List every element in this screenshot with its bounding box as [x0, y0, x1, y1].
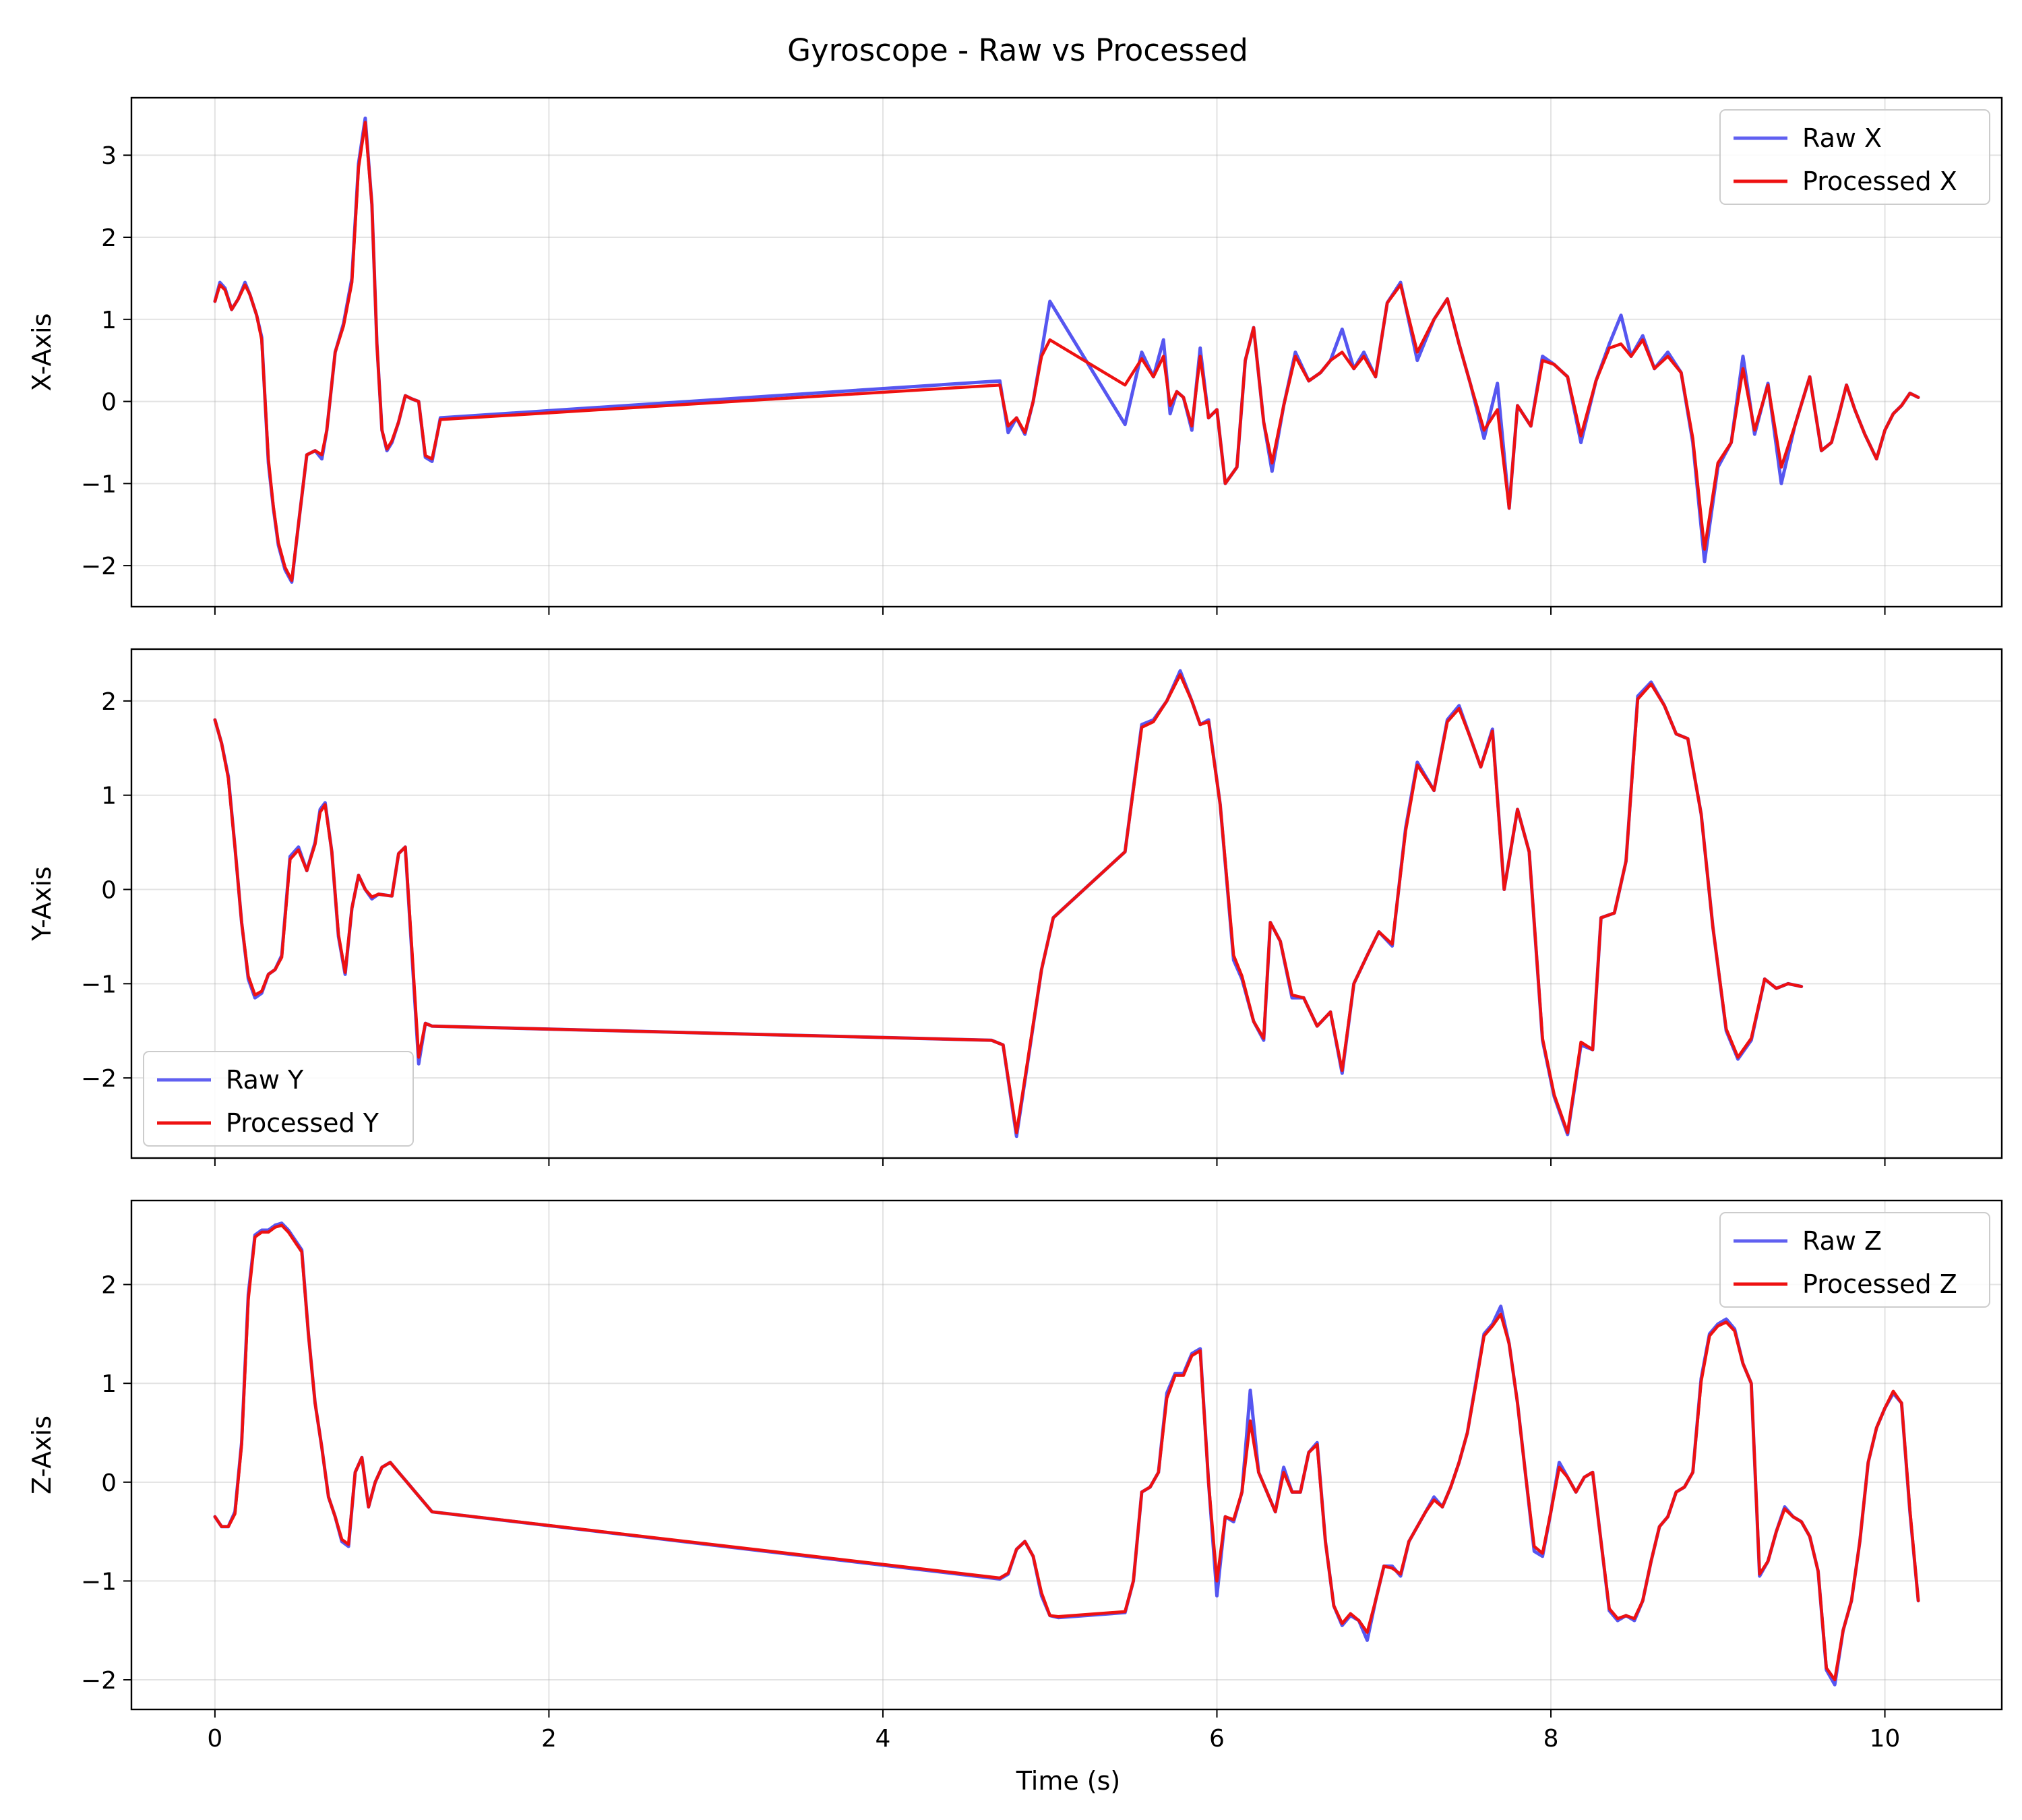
x-axis-label: Time (s): [1016, 1766, 1121, 1796]
series-line-processed-y: [213, 673, 1803, 1134]
y-tick-label: 1: [101, 783, 117, 810]
legend: Raw X Processed X: [1719, 109, 1990, 205]
y-tick-label: −1: [81, 971, 117, 998]
plot-frame: [130, 1199, 2003, 1711]
y-axis-label: Z-Axis: [27, 1416, 57, 1494]
plot-frame: [130, 648, 2003, 1159]
legend-entry: Raw Z: [1802, 1226, 1882, 1256]
y-axis-label: Y-Axis: [27, 866, 57, 941]
y-tick-label: −1: [81, 1568, 117, 1596]
y-tick-label: −2: [81, 1065, 117, 1093]
y-tick-label: 1: [101, 307, 117, 334]
x-tick-label: 10: [1870, 1725, 1901, 1753]
legend-entry: Raw X: [1802, 123, 1882, 153]
subplot-1: −2 −1 0 1 2 3 X-Axis Raw X Processed X: [27, 96, 2003, 615]
legend-entry: Processed Z: [1802, 1269, 1957, 1299]
legend-entry: Raw Y: [226, 1065, 304, 1095]
legend-entry: Processed X: [1802, 166, 1957, 196]
legend: Raw Z Processed Z: [1719, 1212, 1990, 1308]
x-tick-label: 0: [207, 1725, 222, 1753]
y-tick-label: 2: [101, 1272, 117, 1300]
y-tick-label: −2: [81, 553, 117, 580]
legend: Raw Y Processed Y: [143, 1051, 414, 1147]
series-line-processed-x: [213, 121, 1920, 582]
series-group: [213, 1221, 1920, 1687]
legend-entry: Processed Y: [226, 1108, 379, 1138]
chart-title: Gyroscope - Raw vs Processed: [787, 32, 1248, 68]
x-tick-label: 6: [1209, 1725, 1225, 1753]
x-tick-label: 2: [541, 1725, 557, 1753]
y-tick-label: 0: [101, 1469, 117, 1497]
subplot-panels: −2 −1 0 1 2 3 X-Axis Raw X Processed X −2 −1 0 1 2 Y-A…: [27, 96, 2003, 1753]
y-tick-label: 3: [101, 142, 117, 170]
y-tick-label: 1: [101, 1370, 117, 1398]
y-tick-label: 0: [101, 389, 117, 417]
plot-frame: [130, 96, 2003, 608]
y-tick-label: 0: [101, 877, 117, 905]
series-line-processed-z: [213, 1223, 1920, 1682]
series-group: [213, 116, 1920, 584]
x-tick-label: 4: [876, 1725, 891, 1753]
series-group: [213, 669, 1804, 1139]
y-tick-label: 2: [101, 224, 117, 252]
y-axis-label: X-Axis: [27, 313, 57, 392]
y-tick-label: −1: [81, 471, 117, 498]
x-tick-label: 8: [1543, 1725, 1559, 1753]
y-tick-label: 2: [101, 688, 117, 716]
y-tick-label: −2: [81, 1667, 117, 1695]
subplot-3: 0 2 4 6 8 10 −2 −1 0 1 2 Z-Axis Raw Z Processed Z: [27, 1199, 2003, 1753]
subplot-2: −2 −1 0 1 2 Y-Axis Raw Y Processed Y: [27, 648, 2003, 1166]
